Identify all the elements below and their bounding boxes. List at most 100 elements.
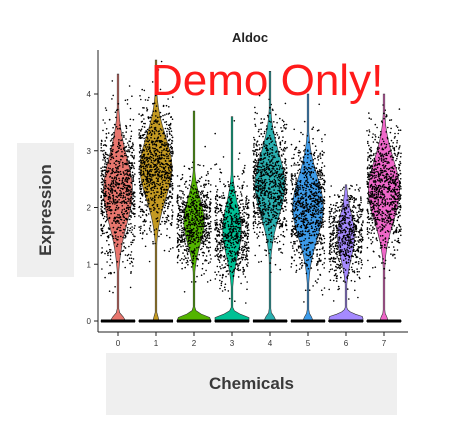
data-point [155, 160, 157, 162]
data-point [281, 195, 283, 197]
data-point [285, 223, 287, 225]
data-point [128, 160, 130, 162]
data-point [123, 136, 125, 138]
data-point [254, 207, 256, 209]
data-point [130, 287, 132, 289]
data-point [260, 188, 262, 190]
data-point [259, 136, 261, 138]
data-point [233, 228, 235, 230]
data-point [182, 177, 184, 179]
data-point [100, 150, 102, 152]
data-point [104, 253, 106, 255]
data-point [247, 250, 249, 252]
data-point [204, 236, 206, 238]
data-point [125, 147, 127, 149]
data-point [171, 181, 173, 183]
data-point [192, 252, 194, 254]
data-point [128, 144, 130, 146]
data-point [162, 186, 164, 188]
data-point [118, 142, 120, 144]
data-point [237, 223, 239, 225]
data-point [158, 162, 160, 164]
data-point [266, 138, 268, 140]
zero-bar-1 [139, 320, 173, 323]
data-point [231, 219, 233, 221]
data-point [218, 211, 220, 213]
data-point [256, 155, 258, 157]
data-point [132, 198, 134, 200]
data-point [107, 158, 109, 160]
data-point [260, 219, 262, 221]
data-point [139, 95, 141, 97]
data-point [105, 152, 107, 154]
data-point [275, 201, 277, 203]
data-point [177, 233, 179, 235]
data-point [279, 202, 281, 204]
data-point [140, 99, 142, 101]
data-point [110, 163, 112, 165]
data-point [262, 224, 264, 226]
data-point [105, 167, 107, 169]
data-point [187, 227, 189, 229]
data-point [248, 233, 250, 235]
data-point [221, 281, 223, 283]
data-point [210, 231, 212, 233]
data-point [229, 228, 231, 230]
data-point [151, 176, 153, 178]
data-point [172, 185, 174, 187]
data-point [261, 158, 263, 160]
data-point [292, 209, 294, 211]
data-point [232, 251, 234, 253]
data-point [118, 199, 120, 201]
data-point [281, 199, 283, 201]
data-point [273, 182, 275, 184]
data-point [271, 155, 273, 157]
data-point [308, 255, 310, 257]
data-point [105, 221, 107, 223]
data-point [281, 224, 283, 226]
data-point [239, 247, 241, 249]
data-point [277, 193, 279, 195]
data-point [303, 163, 305, 165]
data-point [292, 175, 294, 177]
data-point [228, 212, 230, 214]
data-point [267, 152, 269, 154]
data-point [233, 226, 235, 228]
data-point [157, 138, 159, 140]
data-point [119, 193, 121, 195]
data-point [159, 176, 161, 178]
data-point [253, 153, 255, 155]
data-point [170, 184, 172, 186]
data-point [234, 251, 236, 253]
data-point [281, 149, 283, 151]
data-point [183, 221, 185, 223]
data-point [126, 128, 128, 130]
data-point [142, 126, 144, 128]
data-point [146, 177, 148, 179]
data-point [112, 95, 114, 97]
data-point [243, 216, 245, 218]
data-point [280, 165, 282, 167]
data-point [313, 253, 315, 255]
data-point [223, 260, 225, 262]
data-point [279, 177, 281, 179]
data-point [154, 197, 156, 199]
data-point [228, 273, 230, 275]
data-point [260, 205, 262, 207]
data-point [269, 112, 271, 114]
data-point [141, 128, 143, 130]
data-point [258, 201, 260, 203]
data-point [234, 300, 236, 302]
data-point [117, 236, 119, 238]
data-point [168, 155, 170, 157]
data-point [239, 187, 241, 189]
data-point [261, 167, 263, 169]
data-point [266, 145, 268, 147]
data-point [193, 206, 195, 208]
data-point [261, 118, 263, 120]
zero-bar-2 [177, 320, 211, 323]
data-point [106, 109, 108, 111]
data-point [262, 122, 264, 124]
zero-bar-4 [253, 320, 287, 323]
data-point [156, 177, 158, 179]
